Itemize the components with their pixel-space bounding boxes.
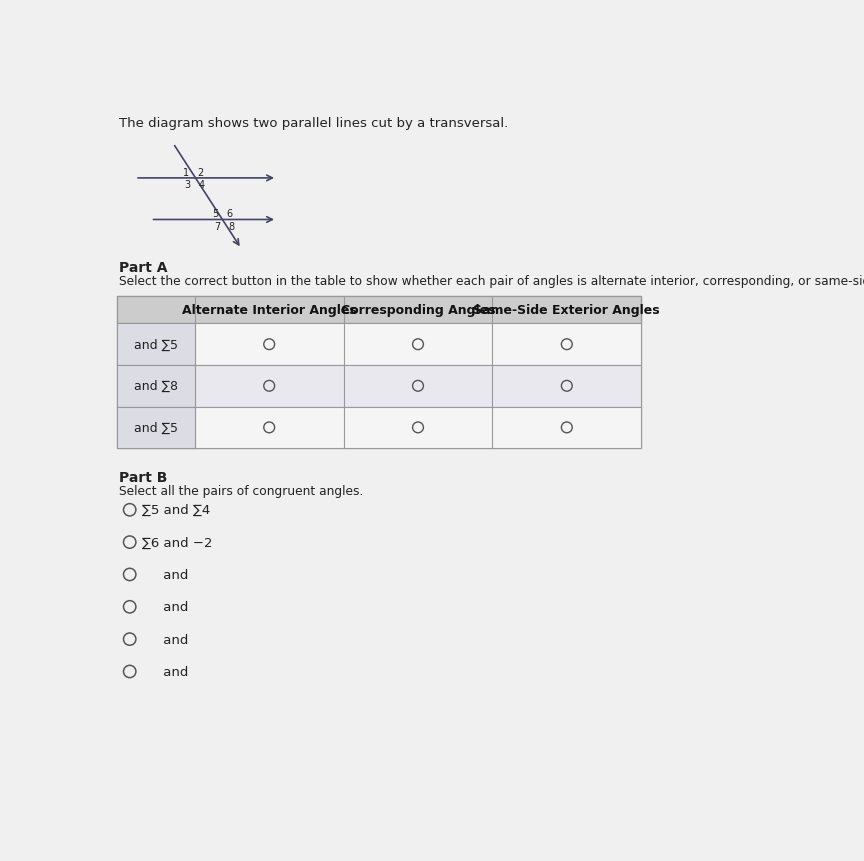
Text: Same-Side Exterior Angles: Same-Side Exterior Angles bbox=[473, 304, 660, 317]
FancyBboxPatch shape bbox=[118, 296, 641, 324]
Text: and: and bbox=[142, 601, 188, 614]
FancyBboxPatch shape bbox=[118, 366, 641, 407]
FancyBboxPatch shape bbox=[118, 324, 641, 366]
Text: and ∑5: and ∑5 bbox=[134, 421, 178, 435]
Text: 7: 7 bbox=[214, 221, 220, 232]
Text: and ∑5: and ∑5 bbox=[134, 338, 178, 351]
Text: and: and bbox=[142, 633, 188, 646]
Text: 8: 8 bbox=[228, 221, 234, 232]
Text: Part A: Part A bbox=[119, 261, 168, 275]
Text: Alternate Interior Angles: Alternate Interior Angles bbox=[181, 304, 357, 317]
Text: 2: 2 bbox=[197, 168, 203, 177]
Text: and: and bbox=[142, 568, 188, 581]
FancyBboxPatch shape bbox=[118, 324, 194, 366]
Text: 1: 1 bbox=[183, 168, 189, 177]
Text: 4: 4 bbox=[199, 180, 205, 189]
FancyBboxPatch shape bbox=[118, 366, 194, 407]
FancyBboxPatch shape bbox=[118, 407, 194, 449]
Text: ∑6 and −2: ∑6 and −2 bbox=[142, 536, 213, 549]
Text: ∑5 and ∑4: ∑5 and ∑4 bbox=[142, 504, 210, 517]
Text: and ∑8: and ∑8 bbox=[134, 380, 178, 393]
Text: The diagram shows two parallel lines cut by a transversal.: The diagram shows two parallel lines cut… bbox=[119, 116, 508, 129]
Text: 3: 3 bbox=[185, 180, 191, 189]
Text: 5: 5 bbox=[213, 209, 219, 219]
FancyBboxPatch shape bbox=[118, 296, 641, 449]
Text: and: and bbox=[142, 666, 188, 678]
Text: Part B: Part B bbox=[119, 470, 168, 484]
Text: Select the correct button in the table to show whether each pair of angles is al: Select the correct button in the table t… bbox=[119, 275, 864, 288]
FancyBboxPatch shape bbox=[118, 407, 641, 449]
Text: Corresponding Angles: Corresponding Angles bbox=[340, 304, 495, 317]
Text: Select all the pairs of congruent angles.: Select all the pairs of congruent angles… bbox=[119, 485, 363, 498]
Text: 6: 6 bbox=[226, 209, 232, 219]
